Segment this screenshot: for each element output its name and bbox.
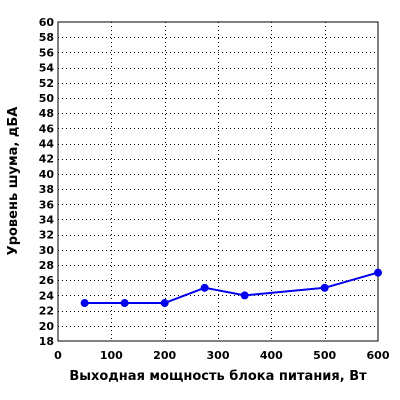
y-tick-label: 46 — [39, 122, 55, 135]
series-line — [84, 271, 379, 304]
x-tick-label: 500 — [313, 349, 336, 362]
grid-lines — [58, 22, 378, 341]
y-tick-label: 60 — [39, 16, 55, 29]
y-tick-label: 20 — [39, 320, 55, 333]
y-tick-label: 24 — [39, 289, 55, 302]
data-point — [120, 299, 129, 308]
y-tick-label: 36 — [39, 198, 55, 211]
y-tick-label: 26 — [39, 274, 55, 287]
y-tick-label: 58 — [39, 31, 54, 44]
data-point — [240, 291, 249, 300]
y-tick-label: 38 — [39, 183, 54, 196]
data-point — [320, 283, 329, 292]
plot-frame — [57, 21, 379, 342]
y-axis-label: Уровень шума, дБА — [6, 107, 21, 256]
y-tick-label: 30 — [39, 244, 55, 257]
y-tick-label: 28 — [39, 259, 54, 272]
y-tick-labels: 18 20 22 24 26 28 30 32 34 36 38 40 42 44 46 48 50 52 54 56… — [39, 16, 55, 348]
y-tick-label: 56 — [39, 46, 55, 59]
x-tick-labels: 0 100 200 300 400 500 600 — [54, 349, 390, 362]
data-point — [160, 299, 169, 308]
data-point — [80, 299, 89, 308]
y-tick-label: 48 — [39, 107, 54, 120]
series-layer — [80, 268, 382, 308]
y-tick-label: 44 — [39, 138, 55, 151]
y-tick-label: 40 — [39, 168, 55, 181]
y-tick-label: 42 — [39, 153, 54, 166]
y-tick-label: 32 — [39, 229, 54, 242]
y-tick-label: 22 — [39, 305, 54, 318]
y-tick-label: 34 — [39, 213, 55, 226]
data-point — [200, 283, 209, 292]
data-point — [374, 268, 382, 277]
y-tick-label: 54 — [39, 62, 55, 75]
x-axis-label: Выходная мощность блока питания, Вт — [69, 369, 367, 384]
y-tick-label: 52 — [39, 77, 54, 90]
y-tick-label: 50 — [39, 92, 55, 105]
x-tick-label: 0 — [54, 349, 62, 362]
x-tick-label: 300 — [207, 349, 230, 362]
y-tick-label: 18 — [39, 335, 54, 348]
x-tick-label: 400 — [260, 349, 283, 362]
x-tick-label: 100 — [100, 349, 123, 362]
x-tick-label: 200 — [153, 349, 176, 362]
x-tick-label: 600 — [367, 349, 390, 362]
